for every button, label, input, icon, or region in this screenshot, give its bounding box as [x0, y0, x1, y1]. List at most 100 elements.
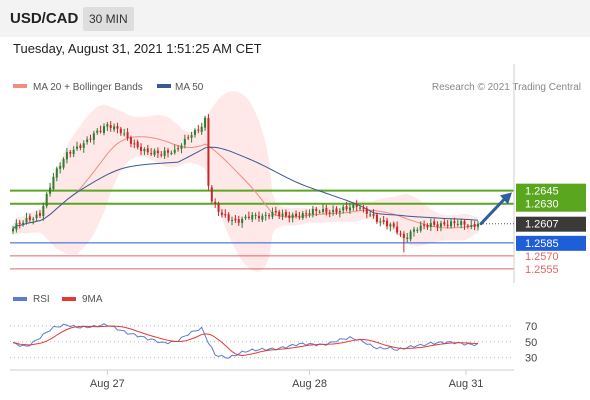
- candle-body: [180, 145, 183, 149]
- candle-body: [406, 237, 409, 239]
- candle-body: [274, 210, 277, 213]
- candle-body: [28, 216, 31, 221]
- candle: [35, 210, 38, 222]
- candle-body: [268, 215, 271, 217]
- candle-body: [146, 148, 149, 153]
- candle-body: [379, 221, 382, 223]
- candle: [136, 139, 139, 150]
- candle-body: [247, 216, 250, 219]
- candle: [22, 220, 25, 227]
- candle-body: [163, 150, 166, 156]
- candle-body: [271, 212, 274, 217]
- resistance-level-label: 1.2630: [525, 199, 559, 211]
- candle: [308, 209, 311, 218]
- timeframe-button[interactable]: 30 MIN: [83, 7, 134, 31]
- candle: [59, 162, 62, 174]
- candle-body: [369, 214, 372, 216]
- candle-body: [55, 168, 58, 178]
- candle-body: [470, 225, 473, 227]
- candle-body: [200, 126, 203, 132]
- candle: [301, 210, 304, 220]
- candle-body: [183, 138, 186, 145]
- forecast-arrow: [479, 192, 512, 226]
- candle: [160, 151, 163, 158]
- target-level-label: 1.2570: [525, 251, 559, 263]
- candle-body: [96, 130, 99, 133]
- candle-body: [32, 218, 35, 220]
- candle: [446, 220, 449, 229]
- candle: [76, 141, 79, 151]
- candle-body: [460, 221, 463, 226]
- candle-body: [193, 130, 196, 135]
- candle: [359, 204, 362, 211]
- candle-body: [197, 129, 200, 131]
- candle: [72, 146, 75, 158]
- candle-body: [365, 208, 368, 214]
- candle: [143, 147, 146, 156]
- candle: [460, 218, 463, 229]
- candle: [119, 126, 122, 136]
- candle: [284, 209, 287, 218]
- candle: [318, 209, 321, 214]
- candle: [173, 144, 176, 155]
- candle: [102, 123, 105, 136]
- resistance-level-box: [516, 196, 586, 212]
- time-tick-label: Aug 28: [292, 378, 327, 390]
- candle: [379, 217, 382, 227]
- candle-body: [18, 222, 21, 224]
- candle: [281, 209, 284, 221]
- candle: [278, 209, 281, 220]
- candle-body: [429, 222, 432, 227]
- candle: [200, 122, 203, 135]
- candle: [342, 204, 345, 214]
- candle-body: [402, 233, 405, 239]
- candle: [251, 212, 254, 223]
- candle: [190, 131, 193, 143]
- target-level-label: 1.2555: [525, 264, 559, 276]
- candle-body: [170, 152, 173, 154]
- candle: [220, 209, 223, 218]
- candle: [204, 115, 207, 131]
- candle-body: [89, 138, 92, 140]
- candle: [288, 211, 291, 223]
- candle-body: [382, 220, 385, 222]
- candle-body: [72, 149, 75, 155]
- candle-body: [207, 118, 210, 186]
- candle-body: [210, 187, 213, 202]
- candle-body: [335, 208, 338, 213]
- candle-body: [102, 126, 105, 133]
- candle: [372, 209, 375, 219]
- candle: [32, 216, 35, 225]
- candle-body: [433, 221, 436, 225]
- candle-body: [69, 151, 72, 154]
- candle-body: [190, 135, 193, 138]
- candle-body: [99, 130, 102, 132]
- candle-body: [224, 214, 227, 216]
- candle-body: [244, 216, 247, 219]
- candle: [210, 185, 213, 204]
- candle-body: [473, 224, 476, 227]
- candle-body: [298, 216, 301, 218]
- candle: [129, 135, 132, 148]
- candle: [65, 148, 68, 164]
- candle: [362, 205, 365, 213]
- candle: [187, 134, 190, 140]
- candle-body: [375, 214, 378, 222]
- candle: [25, 212, 28, 225]
- candle-body: [123, 133, 126, 135]
- candle-body: [278, 211, 281, 216]
- candle-body: [466, 225, 469, 227]
- candle: [231, 216, 234, 226]
- candle-body: [254, 215, 257, 217]
- candle-body: [281, 213, 284, 216]
- candle-body: [166, 150, 170, 153]
- candle-body: [311, 208, 314, 215]
- candle: [247, 211, 250, 220]
- candle-body: [92, 133, 95, 140]
- candle-body: [359, 207, 362, 209]
- candle-body: [412, 229, 415, 232]
- candle-body: [35, 214, 38, 219]
- candle: [295, 210, 298, 219]
- candle: [234, 215, 237, 223]
